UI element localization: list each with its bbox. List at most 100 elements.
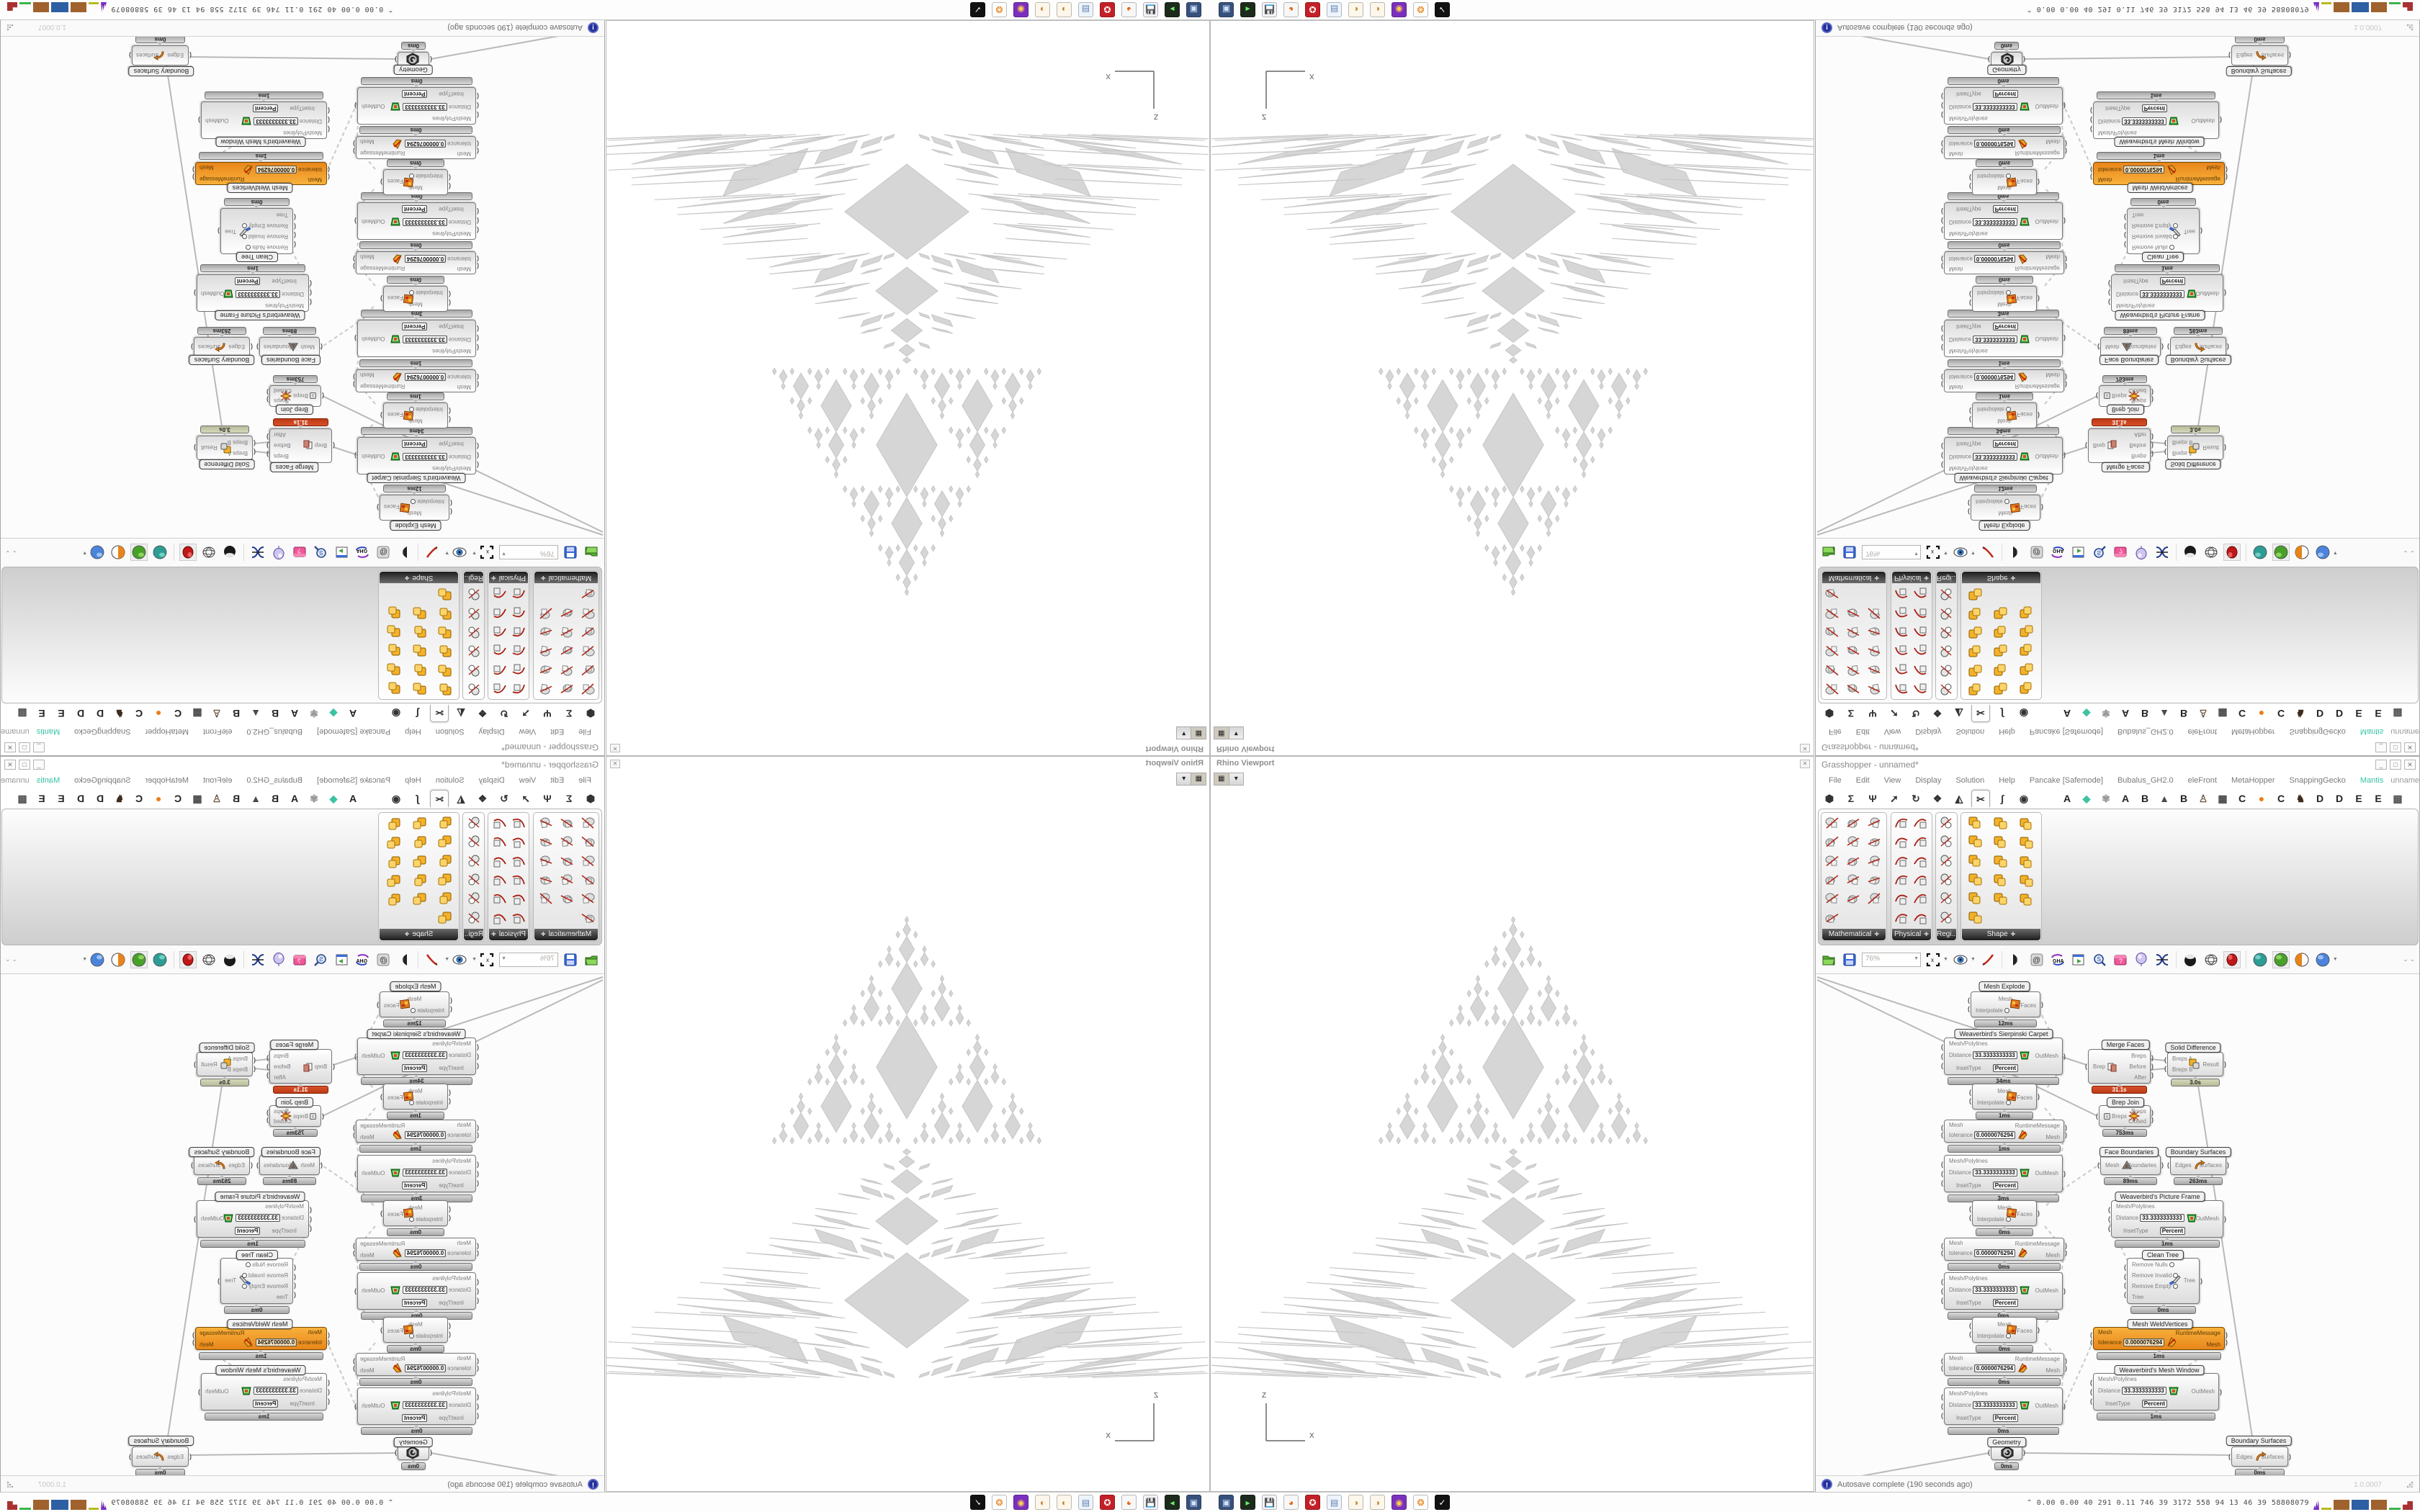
ribbon-icon[interactable] <box>1912 872 1930 889</box>
ribbon-icon[interactable] <box>1894 642 1911 659</box>
gh-component-weld[interactable]: Mesh tolerance 0.0000076294 RuntimeMessage M… <box>353 359 479 392</box>
gh-component-weld[interactable]: Mesh tolerance 0.0000076294 RuntimeMessage M… <box>353 1120 479 1153</box>
gh-component-explode[interactable]: Mesh Interpolate Faces(() 1ms <box>1969 392 2040 428</box>
chevron-down-icon[interactable]: ▾ <box>1182 729 1186 737</box>
media-app-icon[interactable]: ▸ <box>1240 1495 1255 1510</box>
close-icon[interactable]: ✕ <box>610 760 620 768</box>
menu-item-display[interactable]: Display <box>478 727 505 736</box>
gh-component-merge[interactable]: Brep Breps Before After())) 31.1s <box>2085 418 2154 463</box>
gh-node-canvas[interactable]: Mesh Explode Weaverbird's Sierpinski Carp… <box>1 37 604 538</box>
plugin-tab[interactable]: C <box>174 708 182 719</box>
minimize-button[interactable]: _ <box>33 760 45 770</box>
gh-component-wb[interactable]: Mesh/Polylines Distance 33.3333333333 Inset… <box>1941 1387 2066 1435</box>
ribbon-icon[interactable] <box>557 623 575 640</box>
minimize-button[interactable]: _ <box>2375 760 2387 770</box>
plugin-tab[interactable]: C <box>2238 793 2246 804</box>
menu-item-edit[interactable]: Edit <box>1855 727 1870 736</box>
camera-button[interactable] <box>395 544 413 562</box>
menu-item-snappinggecko[interactable]: SnappingGecko <box>2289 776 2346 785</box>
menu-item-elefront[interactable]: eleFront <box>203 727 233 736</box>
input-port[interactable]: ( <box>477 112 479 119</box>
output-port[interactable]: ) <box>2227 1161 2229 1169</box>
wires-toggle-button[interactable] <box>2154 544 2171 562</box>
output-port[interactable]: ) <box>266 1116 269 1123</box>
tab-intersect[interactable]: ✂ <box>1971 790 1990 807</box>
input-port[interactable]: ( <box>2090 107 2092 114</box>
input-port[interactable]: ( <box>449 416 451 423</box>
gh-component-weld[interactable]: Mesh tolerance 0.0000076294 RuntimeMessage M… <box>2090 1327 2228 1360</box>
input-port[interactable]: ( <box>1941 1297 1943 1304</box>
ribbon-icon[interactable] <box>1967 642 1984 659</box>
gh-component-geometry[interactable]: () 0ms <box>1988 1444 2025 1470</box>
ribbon-icon[interactable] <box>1912 661 1930 678</box>
help-package-button[interactable]: ? <box>2112 544 2129 562</box>
hint-balloon-button[interactable] <box>270 951 287 968</box>
input-port[interactable]: ( <box>477 1287 479 1295</box>
gh-component-brepjoin[interactable]: ↓ Breps Breps Closed()) 753ms <box>2096 1105 2154 1137</box>
ribbon-icon[interactable] <box>1824 585 1842 602</box>
menu-item-pancake-safemode-[interactable]: Pancake [Safemode] <box>317 727 391 736</box>
ribbon-icon[interactable] <box>2018 891 2035 908</box>
output-port[interactable]: ) <box>353 255 355 263</box>
ribbon-icon[interactable] <box>436 623 453 640</box>
screens-app-icon[interactable]: ▣ <box>1186 1495 1201 1510</box>
tab-maths[interactable]: Σ <box>1847 708 1855 719</box>
menu-item-help[interactable]: Help <box>1999 776 2015 785</box>
ribbon-icon[interactable] <box>1894 585 1911 602</box>
menu-item-file[interactable]: File <box>578 776 591 785</box>
menu-item-pancake-safemode-[interactable]: Pancake [Safemode] <box>2029 776 2103 785</box>
ribbon-icon[interactable] <box>1967 872 1984 889</box>
ribbon-icon[interactable] <box>436 680 453 697</box>
hint-balloon-button[interactable] <box>2133 951 2150 968</box>
tab-curve[interactable]: ↻ <box>1912 708 1920 719</box>
preview-dark-button[interactable] <box>2182 951 2199 968</box>
output-port[interactable]: ) <box>2063 217 2066 225</box>
view-settings-button[interactable] <box>451 951 468 968</box>
ribbon-icon[interactable] <box>509 661 526 678</box>
open-file-button[interactable] <box>1820 951 1837 968</box>
ribbon-icon[interactable] <box>557 642 575 659</box>
ribbon-icon[interactable] <box>537 834 554 851</box>
ribbon-icon[interactable] <box>436 661 453 678</box>
ribbon-group-label[interactable]: Shape✚ <box>1962 572 2040 583</box>
input-port[interactable]: ( <box>1969 1089 1971 1096</box>
ribbon-icon[interactable] <box>509 910 526 927</box>
tab-vector[interactable]: ➚ <box>1890 708 1899 719</box>
output-port[interactable]: ) <box>2224 289 2226 297</box>
ribbon-icon[interactable] <box>1866 872 1883 889</box>
input-port[interactable]: ( <box>1969 291 1971 298</box>
ribbon-icon[interactable] <box>509 853 526 870</box>
output-port[interactable]: ) <box>266 396 269 403</box>
output-port[interactable]: ) <box>192 1331 194 1338</box>
preview-green-button[interactable] <box>2272 950 2290 968</box>
input-port[interactable]: ( <box>294 1263 296 1271</box>
gh-component-weld[interactable]: Mesh tolerance 0.0000076294 RuntimeMessage M… <box>1941 1238 2067 1271</box>
ribbon-icon[interactable] <box>1992 872 2009 889</box>
paint-app-icon-2[interactable]: ◑ <box>1370 1495 1385 1510</box>
input-port[interactable]: ( <box>189 1453 192 1460</box>
help-package-button[interactable]: ? <box>291 544 308 562</box>
ribbon-icon[interactable] <box>411 642 428 659</box>
gh-component-wb[interactable]: Mesh/Polylines Distance 33.3333333333 Inset… <box>354 1155 479 1202</box>
ribbon-icon[interactable] <box>1894 834 1911 851</box>
input-port[interactable]: ( <box>1941 325 1943 333</box>
input-port[interactable]: ( <box>477 443 479 450</box>
gh-component-explode[interactable]: Mesh Interpolate Faces(() 0ms <box>1969 159 2040 195</box>
gh-component-wb[interactable]: Mesh/Polylines Distance 33.3333333333 Inset… <box>354 192 479 240</box>
output-port[interactable]: ) <box>2220 1388 2222 1395</box>
blender-icon[interactable]: ❂ <box>1413 2 1428 17</box>
screens-app-icon[interactable]: ▣ <box>1186 2 1201 17</box>
remote-button[interactable]: @ <box>2028 544 2045 562</box>
gh-component-brepjoin[interactable]: ↓ Breps Breps Closed()) 753ms <box>2096 375 2154 407</box>
output-port[interactable]: ) <box>2151 1063 2154 1070</box>
input-port[interactable]: ( <box>1968 1005 1970 1012</box>
gh-component-weld[interactable]: Mesh tolerance 0.0000076294 RuntimeMessage M… <box>353 1238 479 1271</box>
input-port[interactable]: ( <box>1941 1179 1943 1187</box>
red-app-icon[interactable]: ✪ <box>1100 1495 1115 1510</box>
ribbon-icon[interactable] <box>465 891 483 908</box>
blender-icon[interactable]: ❂ <box>992 2 1007 17</box>
gh-component-explode[interactable]: Mesh Interpolate Faces(() 12ms <box>377 485 452 521</box>
ribbon-group-label[interactable]: Regi... <box>462 929 483 940</box>
input-port[interactable]: ( <box>333 1063 335 1070</box>
ribbon-icon[interactable] <box>1992 834 2009 851</box>
